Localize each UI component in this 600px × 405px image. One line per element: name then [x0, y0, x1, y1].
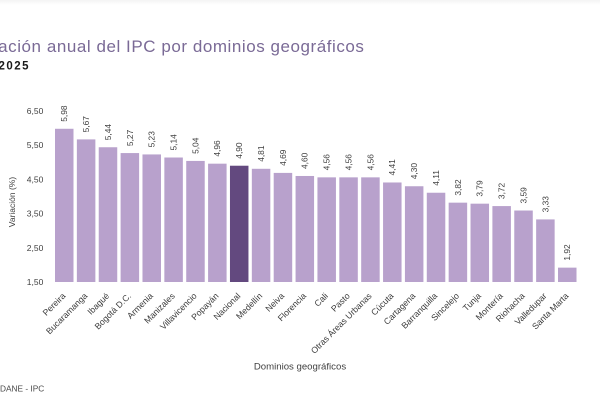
svg-text:3,82: 3,82 — [453, 179, 463, 196]
svg-text:4,96: 4,96 — [212, 140, 222, 157]
svg-text:5,98: 5,98 — [59, 105, 69, 122]
svg-text:1,92: 1,92 — [562, 244, 572, 261]
svg-text:4,81: 4,81 — [256, 145, 266, 162]
svg-text:2025: 2025 — [0, 60, 30, 72]
svg-text:Variación (%): Variación (%) — [7, 177, 17, 228]
svg-text:6,50: 6,50 — [27, 106, 44, 116]
svg-text:4,56: 4,56 — [365, 154, 375, 171]
svg-text:Dominios geográficos: Dominios geográficos — [254, 362, 346, 373]
svg-text:4,41: 4,41 — [387, 159, 397, 176]
svg-text:5,50: 5,50 — [27, 140, 44, 150]
svg-text:5,44: 5,44 — [103, 124, 113, 141]
svg-text:1,50: 1,50 — [27, 277, 44, 287]
svg-text:4,60: 4,60 — [300, 152, 310, 169]
svg-text:4,11: 4,11 — [431, 170, 441, 186]
svg-text:4,90: 4,90 — [234, 142, 244, 159]
svg-text:5,27: 5,27 — [125, 129, 135, 146]
svg-text:4,56: 4,56 — [343, 154, 353, 171]
svg-text:2,50: 2,50 — [27, 243, 44, 253]
svg-text:4,50: 4,50 — [27, 174, 44, 184]
svg-text:5,04: 5,04 — [190, 137, 200, 154]
svg-text:DANE - IPC: DANE - IPC — [0, 384, 44, 394]
svg-text:4,69: 4,69 — [278, 149, 288, 166]
svg-text:5,14: 5,14 — [169, 134, 179, 151]
svg-text:3,50: 3,50 — [27, 209, 44, 219]
svg-text:4,56: 4,56 — [322, 154, 332, 171]
svg-text:3,72: 3,72 — [497, 182, 507, 199]
svg-text:5,23: 5,23 — [147, 131, 157, 148]
svg-text:3,79: 3,79 — [475, 180, 485, 197]
svg-text:Variación anual del IPC por do: Variación anual del IPC por dominios geo… — [0, 37, 364, 56]
svg-text:3,33: 3,33 — [540, 196, 550, 213]
svg-text:4,30: 4,30 — [409, 163, 419, 180]
svg-text:5,67: 5,67 — [81, 116, 91, 133]
svg-text:3,59: 3,59 — [518, 187, 528, 204]
